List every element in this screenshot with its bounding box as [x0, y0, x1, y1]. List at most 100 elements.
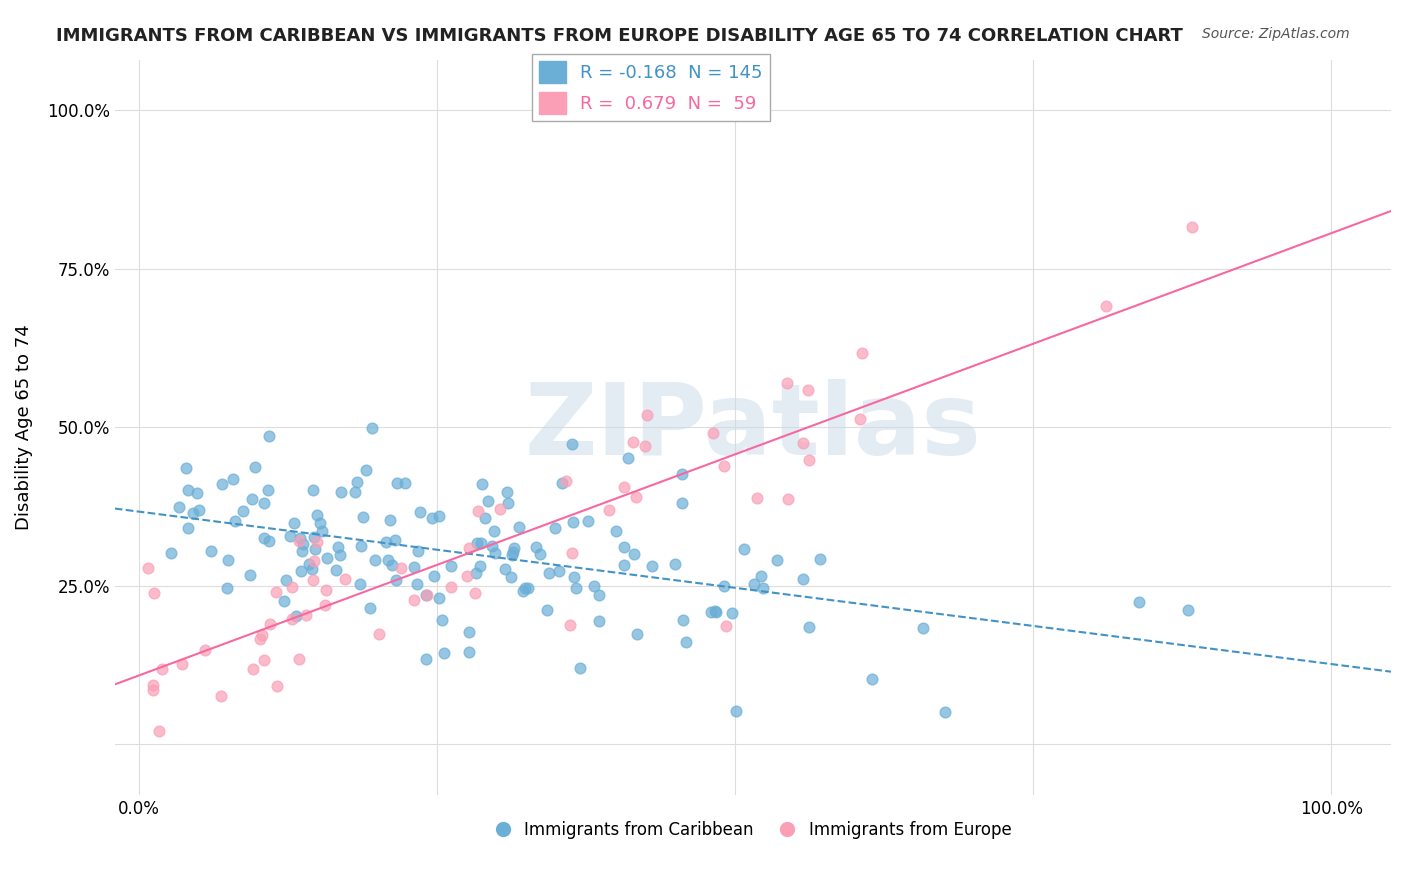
Immigrants from Caribbean — [536, 603, 558, 617]
Immigrants from Caribbean — [457, 645, 479, 659]
Immigrants from Caribbean — [495, 484, 517, 499]
Immigrants from Caribbean — [433, 647, 456, 661]
Immigrants from Caribbean — [274, 573, 297, 587]
Immigrants from Caribbean — [613, 558, 636, 573]
Immigrants from Caribbean — [377, 553, 399, 567]
Immigrants from Caribbean — [675, 635, 697, 649]
Immigrants from Caribbean — [349, 576, 371, 591]
Immigrants from Europe — [259, 616, 281, 631]
Immigrants from Europe — [305, 535, 328, 549]
Immigrants from Caribbean — [517, 581, 540, 595]
Immigrants from Europe — [253, 653, 276, 667]
Immigrants from Europe — [849, 411, 872, 425]
Immigrants from Caribbean — [482, 524, 505, 538]
Immigrants from Caribbean — [704, 604, 727, 618]
Legend: Immigrants from Caribbean, Immigrants from Europe: Immigrants from Caribbean, Immigrants fr… — [488, 814, 1018, 846]
Immigrants from Caribbean — [304, 542, 326, 557]
Immigrants from Caribbean — [494, 562, 516, 576]
Immigrants from Europe — [287, 651, 309, 665]
Immigrants from Europe — [295, 607, 318, 622]
Immigrants from Europe — [558, 617, 581, 632]
Immigrants from Caribbean — [501, 548, 523, 562]
Immigrants from Caribbean — [278, 529, 301, 543]
Immigrants from Caribbean — [273, 594, 295, 608]
Immigrants from Caribbean — [561, 515, 583, 529]
Immigrants from Caribbean — [211, 477, 233, 491]
Immigrants from Europe — [554, 474, 576, 488]
Immigrants from Caribbean — [364, 553, 387, 567]
Immigrants from Caribbean — [243, 460, 266, 475]
Immigrants from Europe — [464, 586, 486, 600]
Immigrants from Caribbean — [564, 570, 586, 584]
Immigrants from Caribbean — [503, 541, 526, 555]
Immigrants from Caribbean — [290, 544, 312, 558]
Immigrants from Caribbean — [626, 627, 648, 641]
Immigrants from Caribbean — [576, 514, 599, 528]
Immigrants from Europe — [315, 583, 337, 598]
Immigrants from Caribbean — [484, 546, 506, 560]
Immigrants from Caribbean — [404, 559, 426, 574]
Immigrants from Caribbean — [1128, 594, 1150, 608]
Immigrants from Caribbean — [465, 566, 488, 581]
Immigrants from Europe — [488, 502, 510, 516]
Immigrants from Caribbean — [380, 513, 402, 527]
Immigrants from Caribbean — [423, 569, 446, 583]
Immigrants from Caribbean — [232, 504, 254, 518]
Immigrants from Europe — [621, 435, 644, 450]
Immigrants from Caribbean — [394, 476, 416, 491]
Immigrants from Caribbean — [160, 546, 183, 560]
Immigrants from Europe — [250, 627, 273, 641]
Immigrants from Europe — [142, 682, 165, 697]
Immigrants from Caribbean — [721, 606, 744, 620]
Immigrants from Europe — [402, 593, 425, 607]
Immigrants from Caribbean — [406, 576, 429, 591]
Immigrants from Caribbean — [406, 543, 429, 558]
Immigrants from Europe — [797, 453, 820, 467]
Immigrants from Caribbean — [1177, 603, 1199, 617]
Text: IMMIGRANTS FROM CARIBBEAN VS IMMIGRANTS FROM EUROPE DISABILITY AGE 65 TO 74 CORR: IMMIGRANTS FROM CARIBBEAN VS IMMIGRANTS … — [56, 27, 1182, 45]
Immigrants from Europe — [335, 572, 357, 586]
Immigrants from Caribbean — [808, 552, 831, 566]
Immigrants from Caribbean — [288, 531, 311, 545]
Immigrants from Caribbean — [257, 483, 280, 498]
Immigrants from Europe — [264, 585, 287, 599]
Immigrants from Caribbean — [309, 516, 332, 531]
Immigrants from Europe — [624, 490, 647, 504]
Immigrants from Caribbean — [508, 520, 530, 534]
Y-axis label: Disability Age 65 to 74: Disability Age 65 to 74 — [15, 325, 32, 530]
Immigrants from Europe — [209, 689, 232, 703]
Immigrants from Caribbean — [420, 511, 443, 525]
Immigrants from Caribbean — [259, 429, 281, 443]
Immigrants from Caribbean — [481, 539, 503, 553]
Immigrants from Caribbean — [253, 531, 276, 545]
Immigrants from Caribbean — [664, 557, 686, 571]
Immigrants from Caribbean — [409, 505, 432, 519]
Immigrants from Europe — [281, 612, 304, 626]
Immigrants from Europe — [288, 534, 311, 549]
Immigrants from Caribbean — [381, 558, 404, 573]
Immigrants from Europe — [281, 580, 304, 594]
Immigrants from Caribbean — [551, 475, 574, 490]
Immigrants from Caribbean — [283, 516, 305, 530]
Immigrants from Europe — [249, 632, 271, 647]
Immigrants from Europe — [634, 439, 657, 453]
Immigrants from Caribbean — [672, 613, 695, 627]
Immigrants from Europe — [747, 491, 769, 506]
Immigrants from Caribbean — [641, 559, 664, 574]
Immigrants from Europe — [456, 569, 478, 583]
Immigrants from Europe — [713, 459, 735, 474]
Immigrants from Caribbean — [385, 574, 408, 588]
Immigrants from Europe — [636, 408, 658, 422]
Immigrants from Caribbean — [354, 463, 377, 477]
Immigrants from Caribbean — [766, 553, 789, 567]
Immigrants from Caribbean — [346, 475, 368, 489]
Immigrants from Europe — [702, 425, 724, 440]
Immigrants from Caribbean — [328, 540, 350, 554]
Immigrants from Europe — [194, 643, 217, 657]
Immigrants from Caribbean — [582, 579, 605, 593]
Immigrants from Caribbean — [177, 521, 200, 535]
Immigrants from Caribbean — [352, 510, 374, 524]
Immigrants from Caribbean — [474, 511, 496, 525]
Immigrants from Caribbean — [177, 483, 200, 497]
Immigrants from Caribbean — [325, 563, 347, 577]
